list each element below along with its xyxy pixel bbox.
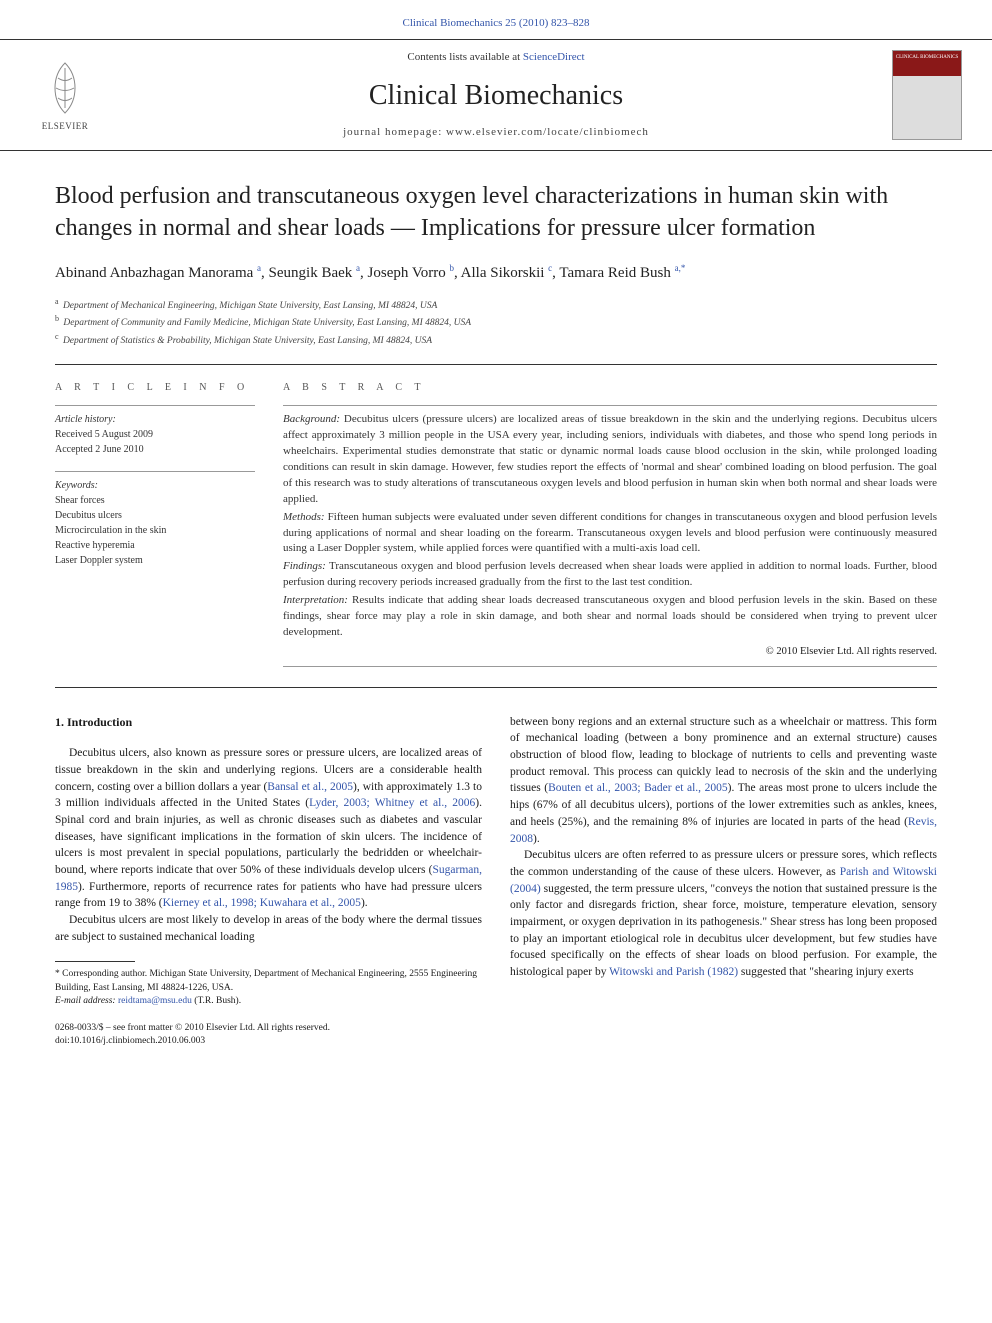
divider	[55, 471, 255, 472]
keyword-item: Reactive hyperemia	[55, 538, 255, 553]
divider	[55, 687, 937, 688]
contents-available: Contents lists available at ScienceDirec…	[100, 50, 892, 65]
accepted-date: Accepted 2 June 2010	[55, 442, 255, 457]
journal-citation-header: Clinical Biomechanics 25 (2010) 823–828	[0, 0, 992, 39]
citation-link[interactable]: Witowski and Parish (1982)	[609, 966, 738, 978]
affiliation-line: c Department of Statistics & Probability…	[55, 331, 937, 348]
corresp-email-link[interactable]: reidtama@msu.edu	[118, 996, 192, 1006]
citation-link[interactable]: Parish and Witowski (2004)	[510, 866, 937, 895]
citation-link[interactable]: Bouten et al., 2003; Bader et al., 2005	[548, 782, 728, 794]
keyword-item: Decubitus ulcers	[55, 508, 255, 523]
article-info-column: A R T I C L E I N F O Article history: R…	[55, 381, 255, 667]
abstract-text: Background: Decubitus ulcers (pressure u…	[283, 412, 937, 641]
abstract-paragraph: Interpretation: Results indicate that ad…	[283, 593, 937, 641]
sciencedirect-link[interactable]: ScienceDirect	[523, 51, 585, 63]
journal-name: Clinical Biomechanics	[100, 76, 892, 115]
citation-link[interactable]: Bansal et al., 2005	[267, 781, 353, 793]
footer-meta: 0268-0033/$ – see front matter © 2010 El…	[0, 1008, 992, 1069]
footnote-rule	[55, 961, 135, 962]
affiliation-line: b Department of Community and Family Med…	[55, 313, 937, 330]
homepage-prefix: journal homepage:	[343, 126, 446, 138]
abstract-paragraph: Methods: Fifteen human subjects were eva…	[283, 510, 937, 558]
issn-line: 0268-0033/$ – see front matter © 2010 El…	[55, 1022, 937, 1035]
divider	[55, 405, 255, 406]
citation-link[interactable]: Kierney et al., 1998; Kuwahara et al., 2…	[163, 897, 361, 909]
citation-link[interactable]: Revis, 2008	[510, 816, 937, 845]
introduction-heading: 1. Introduction	[55, 714, 482, 731]
abstract-column: A B S T R A C T Background: Decubitus ul…	[283, 381, 937, 667]
abstract-heading: A B S T R A C T	[283, 381, 937, 395]
body-paragraph: Decubitus ulcers, also known as pressure…	[55, 745, 482, 912]
article-history: Article history: Received 5 August 2009 …	[55, 412, 255, 457]
elsevier-logo-text: ELSEVIER	[42, 120, 89, 133]
affiliations: a Department of Mechanical Engineering, …	[55, 296, 937, 348]
body-paragraph: between bony regions and an external str…	[510, 714, 937, 847]
doi-line: doi:10.1016/j.clinbiomech.2010.06.003	[55, 1035, 937, 1048]
article-info-heading: A R T I C L E I N F O	[55, 381, 255, 395]
copyright-line: © 2010 Elsevier Ltd. All rights reserved…	[283, 645, 937, 660]
citation-link[interactable]: Sugarman, 1985	[55, 864, 482, 893]
journal-homepage: journal homepage: www.elsevier.com/locat…	[100, 125, 892, 140]
elsevier-logo: ELSEVIER	[30, 55, 100, 135]
publisher-header: ELSEVIER Contents lists available at Sci…	[0, 39, 992, 151]
email-person: (T.R. Bush).	[192, 996, 241, 1006]
body-right-column: between bony regions and an external str…	[510, 714, 937, 1008]
received-date: Received 5 August 2009	[55, 427, 255, 442]
keyword-item: Shear forces	[55, 493, 255, 508]
body-two-column: 1. Introduction Decubitus ulcers, also k…	[0, 714, 992, 1008]
divider	[55, 364, 937, 365]
citation-link[interactable]: Lyder, 2003; Whitney et al., 2006	[309, 797, 475, 809]
divider	[283, 405, 937, 406]
author-list: Abinand Anbazhagan Manorama a, Seungik B…	[55, 262, 937, 284]
article-title: Blood perfusion and transcutaneous oxyge…	[55, 181, 937, 243]
abstract-paragraph: Background: Decubitus ulcers (pressure u…	[283, 412, 937, 508]
keywords-label: Keywords:	[55, 478, 255, 493]
journal-cover-thumbnail: CLINICAL BIOMECHANICS	[892, 50, 962, 140]
contents-prefix: Contents lists available at	[407, 51, 522, 63]
abstract-paragraph: Findings: Transcutaneous oxygen and bloo…	[283, 559, 937, 591]
history-label: Article history:	[55, 412, 255, 427]
affiliation-line: a Department of Mechanical Engineering, …	[55, 296, 937, 313]
cover-title: CLINICAL BIOMECHANICS	[893, 51, 961, 76]
homepage-url: www.elsevier.com/locate/clinbiomech	[446, 126, 649, 138]
body-paragraph: Decubitus ulcers are most likely to deve…	[55, 912, 482, 945]
corresponding-author-footnote: * Corresponding author. Michigan State U…	[55, 968, 482, 1008]
divider	[283, 666, 937, 667]
keyword-item: Laser Doppler system	[55, 553, 255, 568]
keywords-block: Keywords: Shear forcesDecubitus ulcersMi…	[55, 478, 255, 568]
email-label: E-mail address:	[55, 996, 118, 1006]
keyword-item: Microcirculation in the skin	[55, 523, 255, 538]
corresp-text: * Corresponding author. Michigan State U…	[55, 968, 482, 995]
body-paragraph: Decubitus ulcers are often referred to a…	[510, 847, 937, 980]
body-left-column: 1. Introduction Decubitus ulcers, also k…	[55, 714, 482, 1008]
